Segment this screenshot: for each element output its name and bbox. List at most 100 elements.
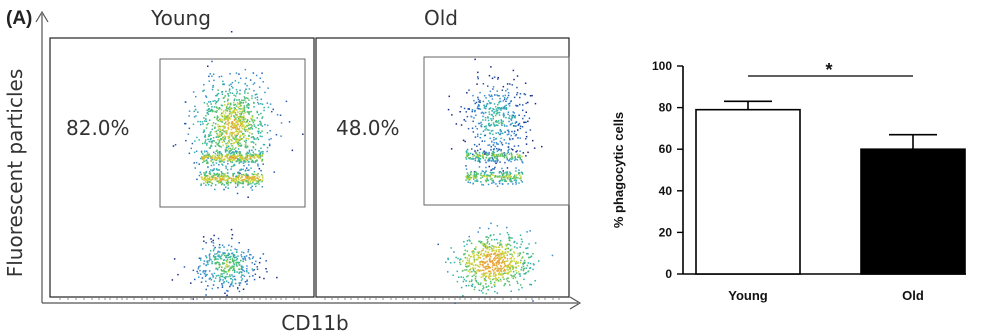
event-dot (216, 107, 218, 109)
event-dot (257, 101, 259, 104)
event-dot (208, 260, 210, 262)
event-dot (203, 179, 205, 181)
event-dot (468, 239, 470, 241)
event-dot (473, 173, 476, 175)
event-dot (501, 256, 504, 258)
event-dot (517, 252, 519, 255)
event-dot (464, 256, 467, 259)
event-dot (486, 152, 488, 155)
event-dot (220, 266, 223, 268)
event-dot (494, 283, 496, 286)
event-dot (507, 177, 509, 180)
event-dot (204, 142, 206, 144)
event-dot (501, 152, 503, 155)
event-dot (261, 154, 263, 156)
event-dot (489, 257, 491, 260)
event-dot (230, 108, 232, 111)
event-dot (234, 103, 237, 106)
event-dot (223, 188, 225, 191)
event-dot (502, 170, 504, 172)
event-dot (497, 149, 500, 151)
event-dot (241, 255, 243, 258)
scatter-dots-young (171, 31, 304, 300)
event-dot (462, 295, 464, 297)
event-dot (489, 95, 491, 98)
event-dot (227, 178, 229, 181)
event-dot (478, 289, 481, 292)
event-dot (474, 286, 476, 288)
event-dot (496, 265, 499, 268)
event-dot (479, 283, 482, 286)
event-dot (216, 173, 218, 176)
event-dot (475, 172, 478, 174)
event-dot (222, 164, 224, 166)
event-dot (512, 149, 514, 151)
event-dot (222, 177, 224, 179)
event-dot (486, 152, 488, 154)
event-dot (234, 80, 237, 82)
event-dot (495, 183, 497, 185)
event-dot (239, 139, 241, 142)
event-dot (480, 125, 482, 127)
event-dot (223, 277, 226, 279)
event-dot (233, 255, 235, 257)
event-dot (475, 175, 478, 177)
event-dot (521, 266, 523, 269)
event-dot (472, 153, 474, 156)
event-dot (492, 86, 495, 88)
event-dot (495, 106, 497, 108)
event-dot (221, 183, 224, 185)
event-dot (236, 99, 238, 101)
event-dot (516, 150, 518, 152)
event-dot (230, 112, 232, 114)
event-dot (473, 99, 475, 102)
event-dot (193, 110, 195, 113)
event-dot (217, 287, 219, 289)
event-dot (488, 243, 491, 245)
event-dot (256, 93, 258, 95)
event-dot (253, 178, 256, 180)
event-dot (212, 274, 214, 277)
event-dot (205, 256, 208, 259)
event-dot (208, 278, 211, 280)
event-dot (522, 251, 525, 254)
event-dot (204, 180, 207, 182)
event-dot (493, 258, 495, 260)
event-dot (198, 163, 200, 165)
event-dot (224, 173, 226, 175)
event-dot (252, 121, 255, 124)
event-dot (183, 266, 186, 268)
event-dot (246, 279, 248, 281)
event-dot (467, 181, 469, 183)
event-dot (280, 122, 283, 124)
event-dot (219, 257, 222, 260)
event-dot (228, 151, 230, 153)
event-dot (514, 177, 517, 179)
event-dot (519, 156, 522, 158)
event-dot (188, 152, 191, 155)
event-dot (220, 179, 222, 182)
event-dot (233, 262, 235, 265)
event-dot (268, 138, 270, 141)
event-dot (518, 172, 520, 174)
event-dot (496, 161, 499, 163)
event-dot (243, 96, 246, 98)
event-dot (493, 278, 495, 280)
event-dot (499, 180, 501, 182)
event-dot (208, 75, 210, 78)
event-dot (477, 77, 479, 80)
event-dot (534, 280, 536, 282)
event-dot (233, 271, 236, 274)
event-dot (451, 114, 453, 116)
event-dot (261, 180, 263, 183)
event-dot (489, 90, 492, 93)
event-dot (510, 118, 512, 120)
event-dot (229, 181, 232, 184)
event-dot (503, 139, 505, 141)
event-dot (517, 155, 520, 157)
event-dot (466, 151, 468, 153)
event-dot (509, 171, 511, 173)
event-dot (495, 124, 497, 126)
event-dot (217, 173, 220, 175)
event-dot (523, 273, 525, 275)
